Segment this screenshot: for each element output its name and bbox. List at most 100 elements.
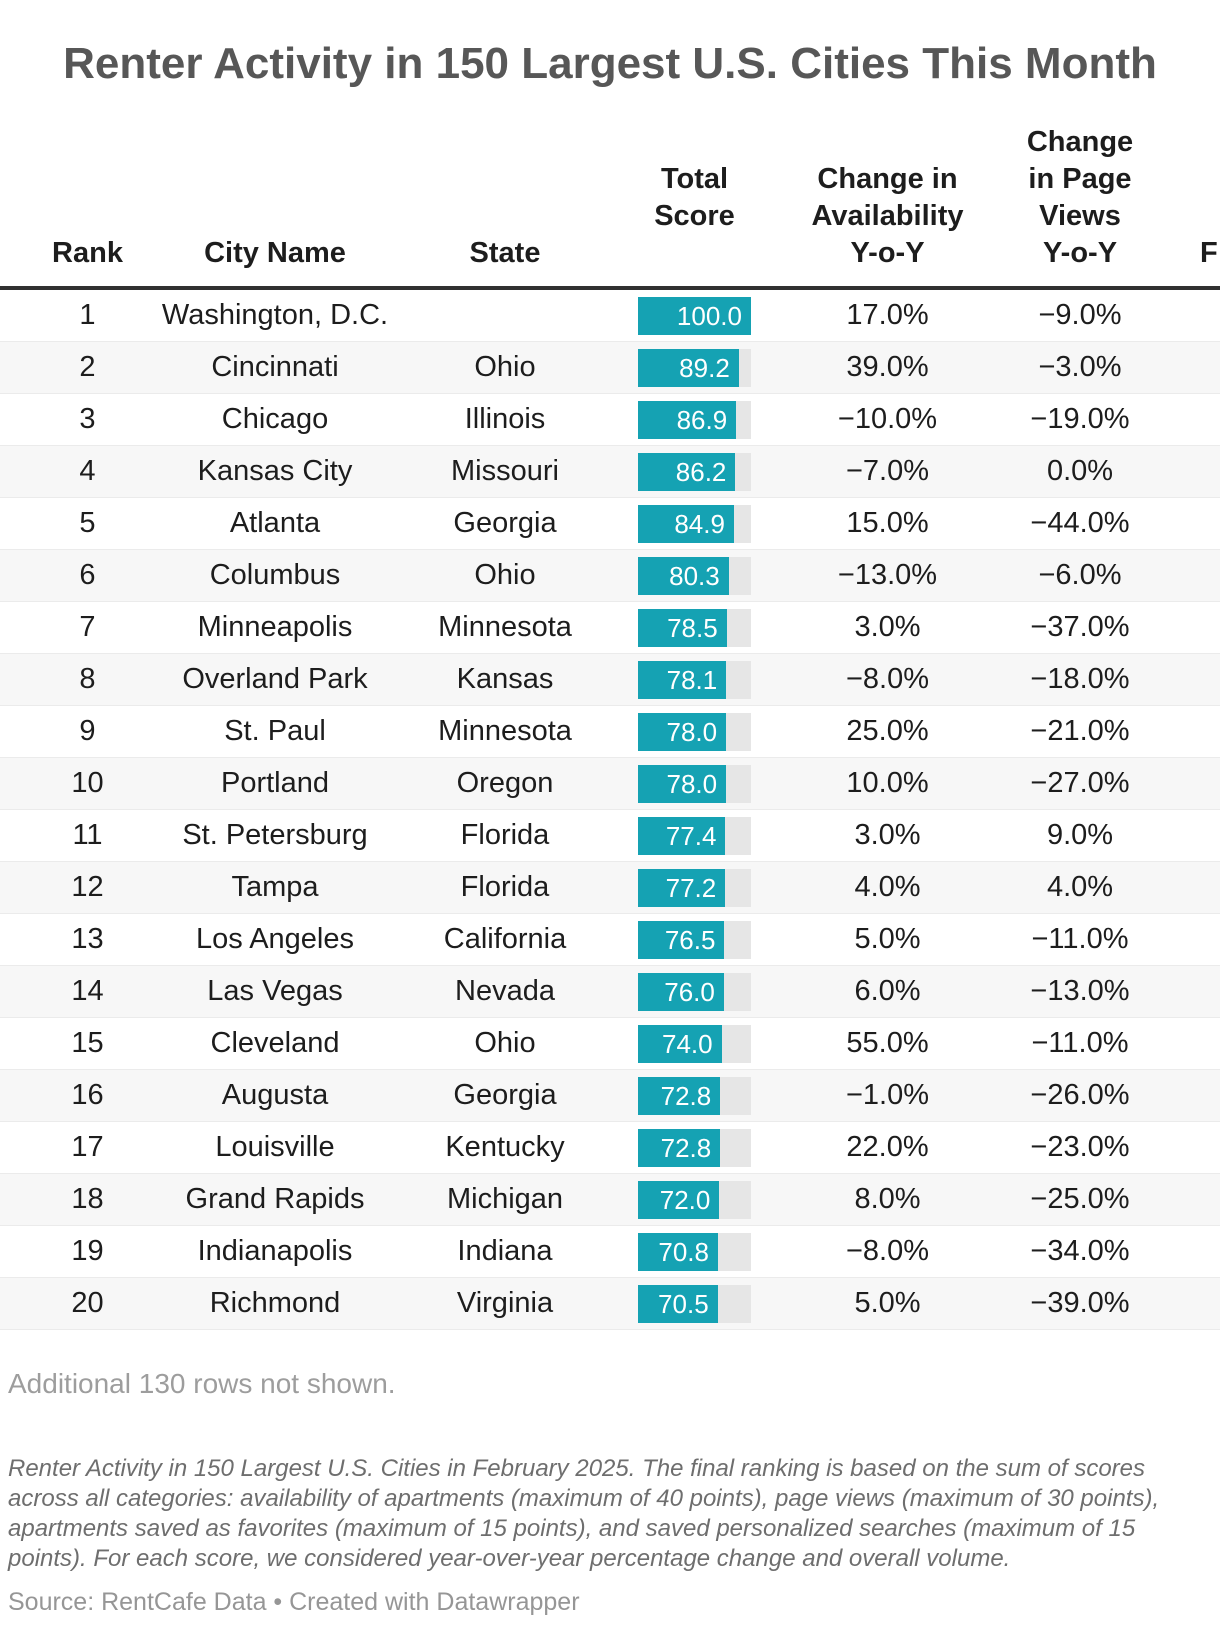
score-value: 76.5 (664, 924, 716, 955)
score-cell: 86.9 (615, 400, 760, 439)
availability-cell: 17.0% (846, 299, 929, 331)
city-cell: Augusta (221, 1079, 329, 1111)
table-row: 8 Overland Park Kansas 78.1 −8.0% −18.0% (0, 654, 1220, 706)
score-value: 80.3 (669, 560, 720, 591)
score-bar-track: 72.8 (638, 1128, 751, 1167)
state-cell: Georgia (453, 507, 557, 539)
score-bar: 76.0 (638, 972, 724, 1011)
rank-cell: 8 (79, 663, 96, 695)
score-bar: 86.2 (638, 452, 736, 491)
score-bar-track: 78.1 (638, 660, 751, 699)
score-bar-track: 100.0 (638, 296, 751, 335)
availability-cell: −10.0% (837, 403, 938, 435)
score-value: 72.0 (659, 1184, 711, 1215)
city-cell: Washington, D.C. (161, 299, 389, 331)
table-row: 12 Tampa Florida 77.2 4.0% 4.0% (0, 862, 1220, 914)
column-header-city-name: City Name (204, 237, 346, 269)
score-value: 86.2 (675, 456, 727, 487)
score-cell: 78.5 (615, 608, 760, 647)
score-value: 84.9 (674, 508, 725, 539)
table-row: 9 St. Paul Minnesota 78.0 25.0% −21.0% (0, 706, 1220, 758)
score-cell: 76.5 (615, 920, 760, 959)
score-cell: 70.5 (615, 1284, 760, 1323)
page-views-cell: −3.0% (1038, 351, 1122, 383)
column-header-truncated: F (1200, 237, 1218, 269)
rank-cell: 9 (79, 715, 96, 747)
city-cell: Cleveland (210, 1027, 340, 1059)
score-cell: 70.8 (615, 1232, 760, 1271)
table-row: 17 Louisville Kentucky 72.8 22.0% −23.0% (0, 1122, 1220, 1174)
page-views-cell: 0.0% (1046, 455, 1114, 487)
score-cell: 86.2 (615, 452, 760, 491)
availability-cell: 5.0% (854, 923, 921, 955)
rank-cell: 12 (71, 871, 104, 903)
score-bar: 89.2 (638, 348, 739, 387)
state-cell: California (443, 923, 567, 955)
state-cell: Ohio (474, 559, 536, 591)
score-value: 76.0 (664, 976, 715, 1007)
city-cell: Atlanta (229, 507, 321, 539)
score-value: 77.4 (665, 820, 717, 851)
score-cell: 77.2 (615, 868, 760, 907)
score-bar: 84.9 (638, 504, 734, 543)
score-bar-track: 86.9 (638, 400, 751, 439)
table-row: 14 Las Vegas Nevada 76.0 6.0% −13.0% (0, 966, 1220, 1018)
score-cell: 89.2 (615, 348, 760, 387)
score-bar-track: 77.2 (638, 868, 751, 907)
page-views-cell: 4.0% (1046, 871, 1114, 903)
score-bar-track: 72.0 (638, 1180, 751, 1219)
rank-cell: 10 (71, 767, 104, 799)
score-bar-track: 70.5 (638, 1284, 751, 1323)
column-header-availability-change: Change in Availability Y-o-Y (811, 163, 964, 269)
availability-cell: 10.0% (846, 767, 929, 799)
city-cell: St. Petersburg (182, 819, 368, 851)
city-cell: Overland Park (182, 663, 368, 695)
score-bar-track: 72.8 (638, 1076, 751, 1115)
city-cell: Cincinnati (211, 351, 339, 383)
source-line: Source: RentCafe Data • Created with Dat… (8, 1588, 580, 1616)
score-bar: 72.8 (638, 1128, 721, 1167)
page-views-cell: −21.0% (1030, 715, 1130, 747)
score-cell: 77.4 (615, 816, 760, 855)
city-cell: Columbus (209, 559, 341, 591)
score-bar-track: 74.0 (638, 1024, 751, 1063)
availability-cell: 6.0% (854, 975, 921, 1007)
score-bar: 78.5 (638, 608, 727, 647)
table-row: 13 Los Angeles California 76.5 5.0% −11.… (0, 914, 1220, 966)
state-cell: Virginia (456, 1287, 554, 1319)
score-bar: 70.5 (638, 1284, 718, 1323)
score-value: 78.0 (666, 716, 718, 747)
column-header-total-score: Total Score (654, 163, 735, 232)
score-bar-track: 70.8 (638, 1232, 751, 1271)
table-row: 2 Cincinnati Ohio 89.2 39.0% −3.0% (0, 342, 1220, 394)
availability-cell: 5.0% (854, 1287, 921, 1319)
score-cell: 78.0 (615, 712, 760, 751)
page-views-cell: 9.0% (1046, 819, 1114, 851)
table-row: 10 Portland Oregon 78.0 10.0% −27.0% (0, 758, 1220, 810)
state-cell: Ohio (474, 1027, 536, 1059)
city-cell: Portland (220, 767, 329, 799)
rank-cell: 11 (72, 819, 103, 851)
table-row: 7 Minneapolis Minnesota 78.5 3.0% −37.0% (0, 602, 1220, 654)
page-views-cell: −9.0% (1038, 299, 1122, 331)
rank-cell: 18 (71, 1183, 104, 1215)
table-row: 3 Chicago Illinois 86.9 −10.0% −19.0% (0, 394, 1220, 446)
table-header-row: Rank City Name State Total Score Change … (0, 124, 1220, 290)
availability-cell: 3.0% (854, 819, 921, 851)
availability-cell: 25.0% (846, 715, 929, 747)
page-views-cell: −39.0% (1030, 1287, 1130, 1319)
score-cell: 76.0 (615, 972, 760, 1011)
score-value: 72.8 (660, 1132, 712, 1163)
score-bar-track: 76.5 (638, 920, 751, 959)
availability-cell: 22.0% (846, 1131, 929, 1163)
city-cell: Kansas City (197, 455, 353, 487)
score-bar-track: 76.0 (638, 972, 751, 1011)
page-views-cell: −44.0% (1030, 507, 1130, 539)
rank-cell: 17 (71, 1131, 104, 1163)
rank-cell: 3 (79, 403, 96, 435)
rank-cell: 19 (71, 1235, 104, 1267)
score-bar: 72.8 (638, 1076, 721, 1115)
page-views-cell: −26.0% (1030, 1079, 1130, 1111)
score-bar: 76.5 (638, 920, 725, 959)
availability-cell: 4.0% (854, 871, 921, 903)
